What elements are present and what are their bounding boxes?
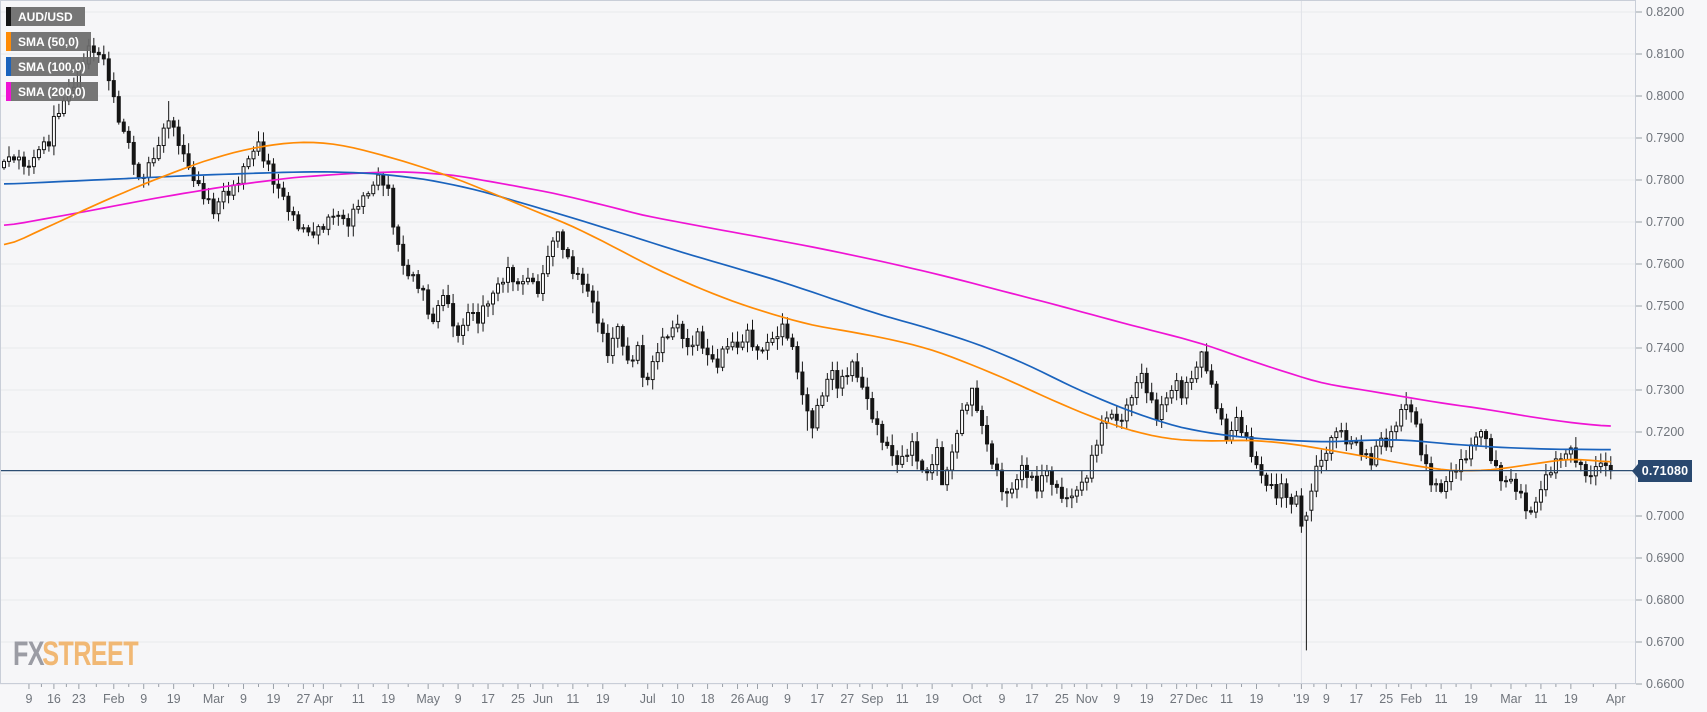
svg-text:Apr: Apr [1606,692,1625,706]
svg-text:Mar: Mar [1500,692,1522,706]
sma200-swatch-icon [6,82,11,101]
svg-text:0.7500: 0.7500 [1646,299,1684,313]
svg-text:9: 9 [25,692,32,706]
sma-200-line [3,171,1611,427]
svg-text:0.8100: 0.8100 [1646,47,1684,61]
svg-text:25: 25 [511,692,525,706]
svg-text:0.7900: 0.7900 [1646,131,1684,145]
svg-text:19: 19 [1564,692,1578,706]
time-axis: 9 16 23 Feb 9 19 Mar 9 19 27 Apr 11 19 May 9 17 25 Jun 11 1… [25,684,1625,706]
svg-text:11: 11 [1534,692,1547,706]
svg-text:19: 19 [167,692,181,706]
sma50-swatch-icon [6,32,11,51]
current-price-tag: 0.71080 [1632,460,1692,482]
svg-text:9: 9 [1323,692,1330,706]
svg-text:23: 23 [72,692,86,706]
svg-text:17: 17 [1025,692,1039,706]
svg-text:0.7800: 0.7800 [1646,173,1684,187]
svg-text:9: 9 [784,692,791,706]
svg-text:19: 19 [1140,692,1154,706]
svg-text:0.7700: 0.7700 [1646,215,1684,229]
symbol-swatch-icon [6,7,11,26]
svg-text:10: 10 [671,692,685,706]
svg-text:9: 9 [240,692,247,706]
price-tag-arrow-icon [1632,464,1638,478]
watermark-street: STREET [42,634,139,673]
svg-text:Nov: Nov [1076,692,1099,706]
svg-text:0.7000: 0.7000 [1646,509,1684,523]
svg-text:Jul: Jul [640,692,656,706]
svg-text:Oct: Oct [962,692,982,706]
svg-text:0.6800: 0.6800 [1646,593,1684,607]
watermark-fx: FX [13,634,45,673]
sma-50-line [3,141,1611,472]
legend-item-sma200: SMA (200,0) [6,82,98,101]
svg-text:11: 11 [896,692,909,706]
svg-text:11: 11 [1435,692,1448,706]
sma100-swatch-icon [6,57,11,76]
svg-text:17: 17 [1349,692,1363,706]
current-price-value: 0.71080 [1641,464,1689,478]
svg-text:Feb: Feb [1400,692,1422,706]
legend-sma50-label: SMA (50,0) [18,34,79,49]
fxstreet-watermark: FXSTREET [13,634,139,673]
legend-sma200-label: SMA (200,0) [18,84,86,99]
svg-text:Sep: Sep [861,692,883,706]
svg-text:19: 19 [596,692,610,706]
svg-text:May: May [416,692,440,706]
svg-text:17: 17 [810,692,824,706]
svg-text:Mar: Mar [203,692,225,706]
svg-text:25: 25 [1055,692,1069,706]
svg-text:0.6700: 0.6700 [1646,635,1684,649]
svg-text:Jun: Jun [533,692,553,706]
svg-text:27: 27 [840,692,854,706]
svg-text:17: 17 [481,692,495,706]
svg-text:26: 26 [731,692,745,706]
svg-text:18: 18 [701,692,715,706]
legend: AUD/USD SMA (50,0) SMA (100,0) SMA (200,… [6,7,98,107]
svg-text:0.7600: 0.7600 [1646,257,1684,271]
svg-text:11: 11 [1220,692,1233,706]
svg-text:Aug: Aug [746,692,768,706]
legend-symbol-label: AUD/USD [18,9,73,24]
plot-border [0,0,1636,684]
svg-text:Apr: Apr [314,692,333,706]
svg-text:19: 19 [1250,692,1264,706]
svg-text:0.8200: 0.8200 [1646,5,1684,19]
candlestick-series [2,37,1613,651]
svg-text:27: 27 [296,692,310,706]
svg-text:11: 11 [566,692,579,706]
svg-text:9: 9 [455,692,462,706]
sma-100-line [3,170,1611,451]
svg-text:16: 16 [47,692,61,706]
svg-text:19: 19 [381,692,395,706]
svg-text:19: 19 [1464,692,1478,706]
price-axis: 0.8200 0.8100 0.8000 0.7900 0.7800 0.7700 0.76… [1636,5,1684,691]
legend-item-sma50: SMA (50,0) [6,32,91,51]
svg-text:0.7200: 0.7200 [1646,425,1684,439]
svg-text:11: 11 [352,692,365,706]
svg-text:19: 19 [925,692,939,706]
svg-text:Dec: Dec [1185,692,1207,706]
svg-text:Feb: Feb [103,692,125,706]
svg-text:0.8000: 0.8000 [1646,89,1684,103]
svg-text:9: 9 [140,692,147,706]
svg-text:0.6900: 0.6900 [1646,551,1684,565]
svg-text:19: 19 [267,692,281,706]
svg-text:9: 9 [999,692,1006,706]
svg-text:9: 9 [1113,692,1120,706]
legend-item-symbol: AUD/USD [6,7,85,26]
legend-sma100-label: SMA (100,0) [18,59,86,74]
legend-item-sma100: SMA (100,0) [6,57,98,76]
svg-text:25: 25 [1379,692,1393,706]
svg-text:0.7400: 0.7400 [1646,341,1684,355]
svg-text:0.6600: 0.6600 [1646,677,1684,691]
svg-text:27: 27 [1170,692,1184,706]
svg-text:0.7300: 0.7300 [1646,383,1684,397]
svg-text:'19: '19 [1293,692,1309,706]
